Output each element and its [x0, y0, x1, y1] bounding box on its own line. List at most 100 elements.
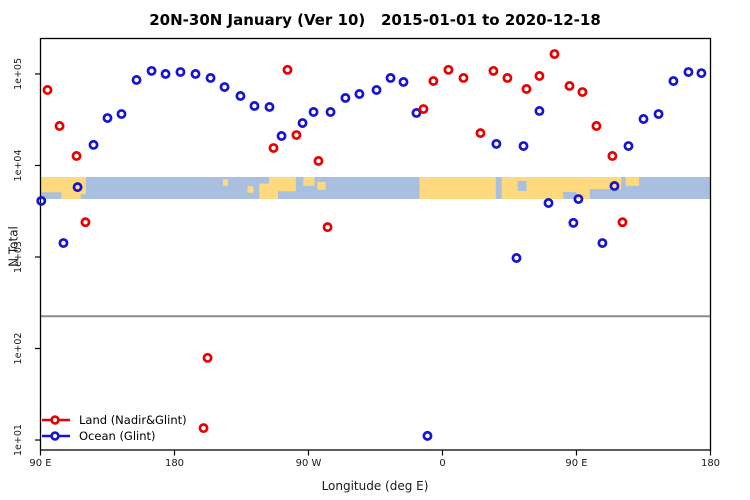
- ocean-data-point: [36, 195, 47, 206]
- ocean-data-point: [102, 113, 113, 123]
- plot-frame: [39, 37, 712, 451]
- ocean-data-point: [340, 92, 351, 103]
- ocean-data-point: [597, 238, 608, 249]
- map-strip-land: [222, 179, 229, 186]
- x-tick-label: 180: [165, 458, 184, 469]
- ocean-data-point: [249, 101, 260, 111]
- x-tick-label: 90 E: [565, 458, 587, 469]
- land-data-point: [198, 423, 209, 434]
- ocean-data-point: [573, 194, 584, 204]
- ocean-data-point: [511, 253, 522, 263]
- ocean-data-point: [297, 118, 308, 128]
- ocean-data-point: [146, 65, 157, 76]
- land-data-point: [502, 73, 513, 83]
- land-data-point: [564, 81, 575, 91]
- legend-label-ocean: Ocean (Glint): [79, 429, 156, 443]
- map-strip-ocean: [40, 192, 62, 199]
- land-data-point: [291, 130, 302, 141]
- ocean-data-point: [385, 73, 396, 83]
- land-data-point: [418, 104, 429, 114]
- land-data-point: [313, 156, 324, 166]
- land-data-point: [80, 217, 91, 228]
- legend-label-land: Land (Nadir&Glint): [79, 413, 187, 427]
- map-strip-land: [247, 186, 254, 193]
- land-data-point: [42, 85, 53, 95]
- ocean-data-point: [568, 217, 579, 228]
- ocean-data-point: [518, 141, 529, 152]
- ocean-data-point: [354, 89, 365, 99]
- ocean-data-point: [653, 109, 664, 119]
- map-strip-land: [589, 177, 622, 190]
- ocean-data-point: [160, 69, 171, 79]
- x-tick-label: 0: [439, 458, 445, 469]
- ocean-legend-marker-icon: [42, 431, 70, 441]
- land-data-point: [458, 73, 469, 83]
- map-strip-land: [269, 177, 296, 192]
- ocean-data-point: [411, 107, 422, 118]
- land-legend-marker-icon: [42, 415, 70, 425]
- map-strip-land: [317, 181, 326, 190]
- chart-title: 20N-30N January (Ver 10) 2015-01-01 to 2…: [149, 11, 601, 29]
- ocean-data-point: [264, 102, 275, 112]
- map-strip-ocean: [517, 180, 527, 191]
- ocean-data-point: [609, 181, 620, 191]
- land-data-point: [282, 64, 293, 75]
- land-data-point: [577, 87, 588, 97]
- land-data-point: [521, 84, 532, 94]
- ocean-data-point: [696, 68, 707, 79]
- legend-item-land: Land (Nadir&Glint): [41, 412, 187, 428]
- map-strip-land: [419, 177, 590, 199]
- x-tick-label: 90 W: [296, 458, 322, 469]
- y-tick-label: 1e+02: [13, 333, 24, 365]
- ocean-data-point: [116, 109, 127, 119]
- legend: Land (Nadir&Glint) Ocean (Glint): [41, 412, 187, 444]
- x-tick-label: 180: [701, 458, 720, 469]
- legend-item-ocean: Ocean (Glint): [41, 428, 187, 444]
- ocean-data-point: [190, 69, 201, 79]
- ocean-data-point: [398, 76, 409, 87]
- map-strip-ocean: [80, 194, 86, 199]
- land-data-point: [322, 222, 333, 233]
- x-axis-title: Longitude (deg E): [321, 479, 429, 493]
- land-data-point: [488, 65, 499, 76]
- y-tick-label: 1e+03: [13, 241, 24, 273]
- ocean-data-point: [88, 139, 99, 150]
- y-tick-label: 1e+01: [13, 424, 24, 456]
- ocean-data-point: [543, 198, 554, 208]
- ocean-data-point: [422, 430, 433, 441]
- map-strip-ocean: [563, 191, 577, 199]
- ocean-data-point: [491, 138, 502, 149]
- land-data-point: [534, 71, 545, 81]
- ocean-data-point: [72, 182, 83, 193]
- ocean-data-point: [58, 238, 69, 249]
- land-data-point: [607, 151, 618, 161]
- land-data-point: [443, 64, 454, 75]
- land-data-point: [475, 128, 486, 139]
- ocean-data-point: [205, 73, 216, 83]
- land-data-point: [202, 352, 213, 363]
- ocean-data-point: [623, 141, 634, 152]
- ocean-data-point: [534, 106, 545, 116]
- land-data-point: [54, 121, 65, 131]
- ocean-data-point: [131, 75, 142, 85]
- ocean-data-point: [175, 67, 186, 77]
- ocean-data-point: [683, 67, 694, 77]
- map-strip-land: [303, 177, 315, 186]
- land-data-point: [591, 121, 602, 131]
- land-data-point: [617, 217, 628, 228]
- land-data-point: [268, 143, 279, 154]
- ocean-data-point: [219, 82, 230, 92]
- ocean-data-point: [668, 76, 679, 86]
- ocean-data-point: [638, 114, 649, 124]
- ocean-data-point: [325, 107, 336, 117]
- map-strip-ocean: [495, 177, 502, 199]
- y-tick-label: 1e+05: [13, 58, 24, 90]
- y-axis-title: N Total: [6, 226, 21, 267]
- ocean-data-point: [235, 91, 246, 101]
- y-tick-label: 1e+04: [13, 150, 24, 182]
- land-data-point: [71, 151, 82, 161]
- ocean-data-point: [371, 85, 382, 95]
- ocean-data-point: [308, 107, 319, 117]
